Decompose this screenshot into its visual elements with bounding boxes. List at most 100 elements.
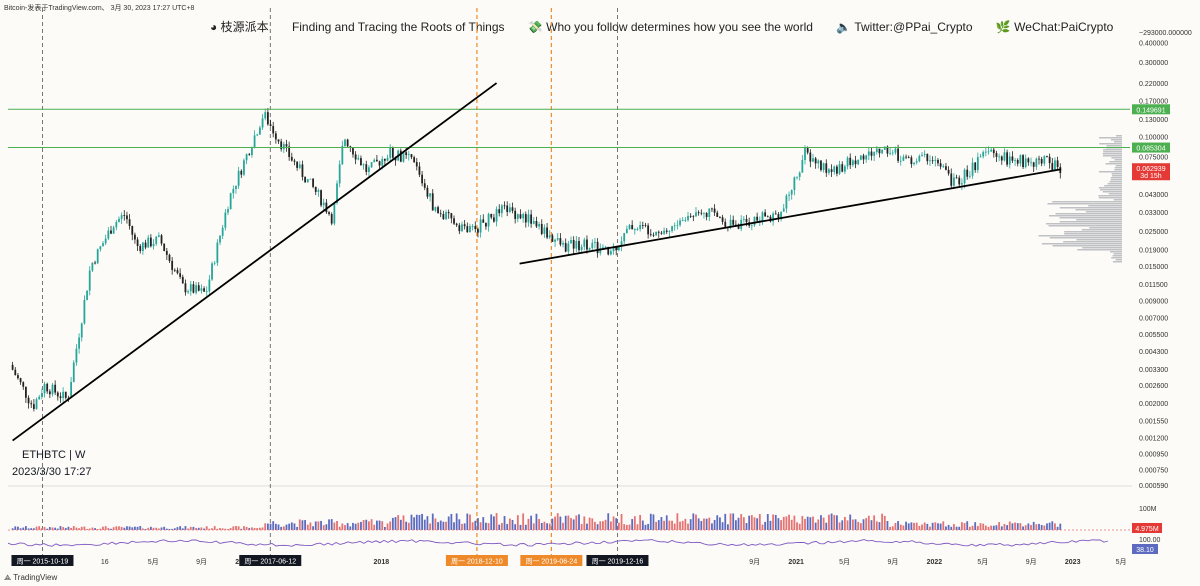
candle-body	[232, 188, 235, 194]
y-tick-label: 0.043000	[1139, 192, 1168, 199]
candle-body	[756, 216, 759, 221]
candle-body	[644, 225, 647, 226]
volume-bar	[995, 525, 998, 530]
candle-body	[25, 386, 27, 398]
volume-bar	[769, 520, 772, 530]
volume-bar	[237, 526, 240, 530]
volume-bar	[46, 528, 49, 530]
trendline[interactable]	[12, 82, 498, 442]
candle-body	[458, 225, 461, 232]
volume-bar	[40, 528, 43, 530]
volume-profile-bar	[1110, 139, 1122, 141]
volume-bar	[197, 527, 200, 530]
volume-bar	[352, 522, 354, 530]
candle-body	[615, 246, 618, 251]
candle-body	[524, 214, 527, 223]
candle-body	[833, 166, 836, 172]
candle-body	[790, 190, 793, 195]
volume-bar	[692, 513, 695, 530]
volume-profile-bar	[1104, 185, 1122, 187]
candle-body	[378, 161, 381, 166]
candle-body	[17, 375, 19, 379]
candle-body	[282, 144, 285, 150]
banner-item-twitter[interactable]: 🔈 Twitter:@PPai_Crypto	[836, 20, 973, 34]
candle-body	[551, 235, 554, 242]
volume-bar	[184, 526, 187, 530]
volume-bar	[474, 520, 477, 530]
volume-profile-bar	[1085, 211, 1122, 213]
candle-body	[301, 164, 304, 177]
candle-body	[152, 243, 155, 247]
date-marker-label: 周一 2019-06-24	[525, 558, 577, 566]
candle-body	[453, 218, 455, 224]
volume-bar	[240, 528, 243, 530]
date-marker-badge	[239, 555, 302, 566]
volume-profile-bar	[1052, 245, 1122, 247]
date-marker-badge	[445, 555, 508, 566]
candle-body	[264, 112, 267, 119]
volume-bar	[939, 523, 942, 530]
candle-body	[205, 291, 208, 293]
volume-bar	[1048, 522, 1051, 530]
candle-body	[386, 157, 389, 161]
volume-bar	[897, 521, 899, 530]
candle-body	[705, 212, 708, 217]
trendline[interactable]	[519, 168, 1062, 265]
candle-body	[293, 160, 296, 162]
candle-body	[14, 369, 17, 376]
candle-body	[729, 219, 732, 228]
candle-body	[165, 250, 168, 255]
volume-bar	[748, 515, 751, 530]
candle-body	[963, 169, 966, 184]
level-price-badge	[1132, 104, 1170, 115]
y-tick-label: 0.000950	[1139, 452, 1168, 459]
candle-body	[1016, 160, 1019, 164]
volume-bar	[1006, 525, 1009, 530]
volume-bar	[290, 522, 293, 530]
volume-bar	[1027, 523, 1030, 530]
volume-bar	[668, 520, 671, 530]
candle-body	[471, 226, 474, 227]
y-tick-label: 0.002000	[1139, 401, 1168, 408]
candle-body	[309, 178, 312, 180]
volume-bar	[1056, 526, 1059, 530]
candle-body	[905, 156, 907, 158]
candle-body	[248, 154, 251, 156]
candle-body	[256, 134, 259, 136]
candle-body	[987, 151, 990, 153]
volume-bar	[431, 513, 434, 530]
tradingview-logo[interactable]: ⟁ TradingView	[4, 573, 58, 582]
candle-body	[333, 202, 336, 224]
candle-body	[224, 212, 227, 228]
candle-body	[274, 133, 277, 140]
candle-body	[774, 213, 777, 215]
volume-profile-bar	[1111, 257, 1122, 259]
volume-bar	[607, 513, 610, 530]
candle-body	[160, 235, 163, 244]
volume-profile-bar	[1112, 175, 1122, 177]
volume-bar	[641, 520, 644, 530]
volume-bar	[586, 523, 588, 530]
candle-body	[320, 190, 322, 206]
volume-bar	[652, 514, 655, 530]
current-price-label: 0.062939	[1136, 166, 1165, 173]
volume-bar	[330, 519, 333, 530]
candle-body	[389, 147, 392, 158]
y-top-label: ~293000.000000	[1139, 30, 1192, 37]
candle-body	[992, 149, 995, 154]
candle-body	[668, 230, 671, 232]
volume-bar	[264, 523, 267, 530]
volume-bar	[490, 514, 493, 530]
candle-body	[937, 159, 939, 164]
volume-bar	[742, 517, 745, 530]
candle-body	[360, 158, 362, 166]
volume-bar	[378, 520, 381, 530]
volume-bar	[461, 523, 463, 530]
candle-body	[886, 146, 889, 154]
volume-bar	[314, 521, 317, 530]
volume-profile-bar	[1098, 171, 1122, 173]
volume-bar	[671, 520, 673, 530]
volume-bar	[931, 522, 934, 530]
volume-bar	[256, 528, 259, 530]
